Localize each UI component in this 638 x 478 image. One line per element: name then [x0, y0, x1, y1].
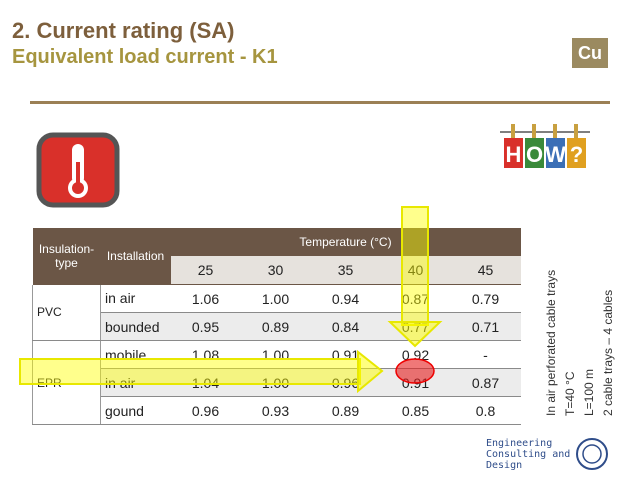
- value: 0.71: [450, 312, 521, 341]
- note: 2 cable trays – 4 cables: [601, 289, 615, 416]
- value: 0.77: [380, 312, 451, 341]
- logo-line: Consulting and: [486, 449, 571, 460]
- installation: in air: [100, 284, 171, 313]
- logo-line: Engineering: [486, 438, 553, 449]
- logo-line: Design: [486, 460, 523, 471]
- temperature: 45: [450, 256, 521, 285]
- value: 0.8: [450, 396, 521, 425]
- letter: ?: [570, 142, 583, 167]
- note: T=40 °C: [563, 371, 577, 416]
- letter: W: [545, 142, 566, 167]
- insulation: EPR: [32, 340, 101, 425]
- value: 1.08: [170, 340, 241, 369]
- clip: [553, 124, 557, 138]
- how-icon: H O W?: [500, 124, 590, 168]
- installation: bounded: [100, 312, 171, 341]
- installation: in air: [100, 368, 171, 397]
- divider: [30, 101, 610, 104]
- clip: [532, 124, 536, 138]
- value: 0.84: [310, 312, 381, 341]
- clip: [511, 124, 515, 138]
- value: 0.91: [310, 340, 381, 369]
- installation-header: Installation: [100, 228, 171, 285]
- table-row: gound 0.96 0.93 0.89 0.85 0.8: [33, 396, 521, 425]
- value: 0.92: [380, 340, 451, 369]
- value: -: [450, 340, 521, 369]
- badge: Cu: [572, 38, 608, 68]
- temperature: 35: [310, 256, 381, 285]
- table-row: EPR mobile 1.08 1.00 0.91 0.92-: [32, 340, 521, 425]
- value: 0.96: [170, 396, 241, 425]
- header-text: type: [55, 256, 78, 271]
- value: 1.00: [240, 284, 311, 313]
- value: 1.00: [240, 368, 311, 397]
- insulation: PVC: [32, 284, 101, 341]
- subtitle: Equivalent load current - K1: [12, 46, 278, 68]
- title: 2. Current rating (SA): [12, 18, 235, 43]
- note: L=100 m: [582, 368, 596, 416]
- temperature: 30: [240, 256, 311, 285]
- value: 0.91: [380, 368, 451, 397]
- letter: H: [506, 142, 522, 167]
- header-text: Insulation-: [38, 242, 95, 257]
- value: 0.93: [240, 396, 311, 425]
- letter: O: [526, 142, 543, 167]
- temperature-header: Temperature (°C): [170, 228, 521, 256]
- value: 1.04: [170, 368, 241, 397]
- value: 1.00: [240, 340, 311, 369]
- letter-tile: [546, 138, 565, 168]
- letter-tile: [525, 138, 544, 168]
- logo: Engineering Consulting and Design: [486, 438, 570, 471]
- thermometer-icon: [36, 132, 120, 208]
- value: 0.94: [310, 284, 381, 313]
- letter-tile: [504, 138, 523, 168]
- value: 1.06: [170, 284, 241, 313]
- table-row: in air 1.04 1.00 0.96 0.91 0.87: [33, 368, 521, 397]
- insulation-header: Insulation-type: [32, 228, 101, 285]
- value: 0.89: [310, 396, 381, 425]
- value: 0.87: [450, 368, 521, 397]
- header-row: Insulation-type Installation Temperature (…: [32, 228, 521, 285]
- temperature: 25: [170, 256, 241, 285]
- table-row: bounded 0.95 0.89 0.84 0.77 0.71: [33, 312, 521, 341]
- value: 0.89: [240, 312, 311, 341]
- value: 0.95: [170, 312, 241, 341]
- emblem: [576, 438, 608, 470]
- temperature-row: 25 30 35 40 45: [33, 256, 521, 285]
- temperature: 40: [380, 256, 451, 285]
- value: 0.96: [310, 368, 381, 397]
- letter-tile: [567, 138, 586, 168]
- installation: mobile: [100, 340, 171, 369]
- table-row: PVC in air 1.06 1.00 0.94 0.87 0.79: [32, 284, 521, 341]
- clip: [574, 124, 578, 138]
- value: 0.87: [380, 284, 451, 313]
- value: 0.85: [380, 396, 451, 425]
- note: In air perforated cable trays: [544, 269, 558, 416]
- installation: gound: [100, 396, 171, 425]
- value: 0.79: [450, 284, 521, 313]
- data-table: Insulation-type Installation Temperature (…: [32, 228, 521, 425]
